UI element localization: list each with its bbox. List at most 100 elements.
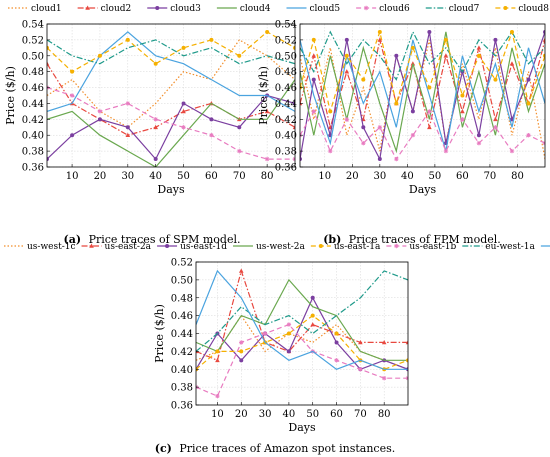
point-cloud3-11 bbox=[476, 133, 481, 138]
point-us-east-1b-6 bbox=[334, 358, 339, 363]
point-cloud6-2 bbox=[328, 148, 333, 154]
point-us-east-2a-5 bbox=[310, 322, 316, 327]
y-axis-label: Price ($/h) bbox=[4, 66, 17, 125]
series-line-cloud7 bbox=[47, 39, 295, 65]
point-cloud3-6 bbox=[209, 117, 214, 122]
plot-frame bbox=[46, 23, 296, 168]
point-cloud2-1 bbox=[311, 53, 317, 58]
caption-c-letter: (c) bbox=[155, 442, 172, 455]
point-us-east-1d-5 bbox=[310, 295, 315, 300]
legend-label: cloud7 bbox=[449, 4, 480, 14]
ytick-label-4: 0.44 bbox=[275, 99, 297, 110]
point-cloud3-4 bbox=[153, 157, 158, 162]
point-cloud2-8 bbox=[264, 108, 270, 114]
ytick-label-8: 0.52 bbox=[275, 35, 297, 46]
series-line-us-east-2c bbox=[196, 269, 408, 370]
point-cloud8-7 bbox=[237, 53, 242, 58]
legend-item-us-west-2a: us-west-2a bbox=[232, 242, 305, 252]
ytick-label-1: 0.38 bbox=[171, 383, 193, 394]
point-cloud8-9 bbox=[443, 37, 448, 42]
legend-swatch-marker bbox=[394, 243, 399, 249]
point-cloud8-11 bbox=[476, 53, 481, 58]
xtick-label-0: 10 bbox=[318, 171, 331, 182]
series-group bbox=[300, 29, 545, 162]
legend-label: us-west-2a bbox=[256, 242, 305, 252]
xtick-label-0: 10 bbox=[211, 409, 224, 420]
ytick-label-1: 0.38 bbox=[275, 147, 297, 158]
xtick-label-7: 80 bbox=[378, 409, 391, 420]
chart-amazon: 0.36 0.38 0.40 0.42 0.44 0.46 0.48 0.50 0.52 10 20… bbox=[153, 258, 409, 434]
series-line-us-east-2a bbox=[196, 268, 408, 362]
caption-b-letter: (b) bbox=[323, 233, 341, 246]
point-cloud8-3 bbox=[344, 53, 349, 58]
point-cloud6-6 bbox=[394, 156, 399, 162]
point-cloud3-0 bbox=[47, 157, 49, 162]
point-cloud8-4 bbox=[153, 61, 158, 66]
point-cloud3-5 bbox=[377, 157, 382, 162]
ytick-label-5: 0.46 bbox=[275, 83, 297, 94]
series-line-cloud4 bbox=[47, 79, 295, 167]
legend-label: us-east-2a bbox=[105, 242, 152, 252]
series-line-cloud3 bbox=[47, 94, 295, 161]
point-cloud2-0 bbox=[47, 61, 50, 66]
series-line-cloud1 bbox=[47, 39, 295, 129]
legend-label: cloud6 bbox=[379, 4, 410, 14]
point-cloud6-6 bbox=[209, 133, 214, 138]
point-cloud8-13 bbox=[509, 29, 514, 34]
series-line-cloud6 bbox=[47, 87, 295, 160]
point-cloud6-3 bbox=[344, 117, 349, 122]
ytick-label-5: 0.46 bbox=[22, 83, 44, 94]
point-cloud8-0 bbox=[47, 45, 49, 50]
series-line-cloud2 bbox=[47, 63, 295, 136]
caption-b: (b) Price traces of FPM model. bbox=[323, 233, 501, 246]
ytick-label-6: 0.48 bbox=[22, 67, 44, 78]
ytick-label-3: 0.42 bbox=[22, 115, 44, 126]
legend-item-us-east-2a: us-east-2a bbox=[81, 242, 152, 252]
legend-item-cloud5: cloud5 bbox=[286, 4, 340, 14]
point-cloud2-5 bbox=[181, 108, 186, 114]
legend-label: us-east-1b bbox=[409, 242, 456, 252]
xtick-label-4: 50 bbox=[306, 409, 319, 420]
point-cloud8-4 bbox=[361, 77, 366, 82]
point-cloud8-5 bbox=[377, 29, 382, 34]
point-cloud8-10 bbox=[460, 93, 465, 98]
point-cloud8-2 bbox=[328, 109, 333, 114]
point-cloud3-14 bbox=[526, 77, 531, 82]
point-cloud3-15 bbox=[543, 29, 545, 34]
ytick-label-7: 0.50 bbox=[22, 51, 44, 62]
point-cloud2-3 bbox=[125, 132, 131, 138]
point-us-east-2a-2 bbox=[238, 268, 244, 273]
legend-label: cloud3 bbox=[170, 4, 201, 14]
point-cloud6-1 bbox=[311, 109, 316, 114]
xtick-label-2: 30 bbox=[373, 171, 386, 182]
ytick-label-0: 0.36 bbox=[171, 401, 193, 412]
ytick-label-4: 0.44 bbox=[171, 329, 193, 340]
point-cloud3-3 bbox=[344, 37, 349, 42]
legend-label: cloud1 bbox=[31, 4, 62, 14]
point-cloud2-0 bbox=[300, 100, 303, 106]
point-us-east-2a-1 bbox=[215, 357, 220, 363]
point-cloud6-12 bbox=[493, 125, 498, 130]
point-cloud3-7 bbox=[410, 109, 415, 114]
legend-swatch-marker bbox=[155, 6, 160, 10]
point-cloud6-5 bbox=[377, 125, 383, 130]
caption-a: (a) Price traces of SPM model. bbox=[64, 233, 241, 246]
series-line-cloud8 bbox=[47, 31, 295, 73]
ytick-label-3: 0.42 bbox=[171, 347, 193, 358]
series-line-cloud6 bbox=[300, 110, 545, 161]
legend-swatch-marker bbox=[165, 244, 170, 248]
point-cloud8-3 bbox=[125, 37, 130, 42]
point-cloud8-2 bbox=[97, 53, 102, 58]
xtick-label-3: 40 bbox=[401, 171, 414, 182]
legend-label: cloud8 bbox=[518, 4, 549, 14]
legend-item-eu-west-1a: eu-west-1a bbox=[462, 242, 535, 252]
legend-item-cloud4: cloud4 bbox=[216, 4, 271, 14]
legend-label: us-east-1a bbox=[334, 242, 381, 252]
y-axis-label: Price ($/h) bbox=[153, 304, 166, 363]
series-line-us-east-1b bbox=[196, 323, 408, 397]
legend-item-cloud6: cloud6 bbox=[356, 4, 410, 14]
ytick-label-5: 0.46 bbox=[171, 311, 193, 322]
series-group bbox=[47, 29, 295, 167]
xtick-label-5: 60 bbox=[456, 171, 469, 182]
legend-item-us-east-1d: us-east-1d bbox=[157, 242, 227, 252]
